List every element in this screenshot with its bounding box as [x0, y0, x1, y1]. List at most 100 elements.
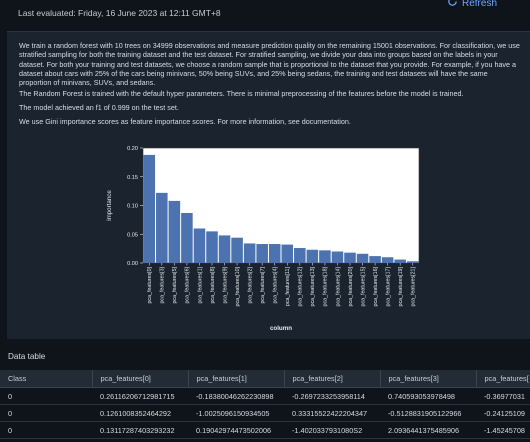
x-tick-label: pca_features[15]	[360, 266, 366, 306]
x-tick-label: pca_features[0]	[147, 266, 153, 303]
top-strip	[0, 0, 530, 4]
table-cell: -1.4020337931080S2	[284, 421, 380, 439]
bar	[168, 200, 181, 263]
bar	[406, 261, 419, 263]
bar	[394, 259, 406, 263]
bar	[331, 251, 344, 263]
x-tick-label: pca_features[11]	[285, 266, 291, 306]
table-cell: 0.1261008352464292	[92, 404, 188, 422]
table-cell: -1.45245708	[476, 421, 530, 439]
column-header[interactable]: pca_features[3]	[380, 370, 477, 388]
x-tick-label: pca_features[3]	[160, 266, 166, 303]
bar	[143, 154, 156, 263]
bar	[381, 257, 394, 263]
table-body: 0 0.26116206712981715 -0.18380046262230898…	[0, 387, 530, 442]
summary-paragraph-training: We train a random forest with 10 trees o…	[19, 41, 520, 88]
refresh-button[interactable]: Refresh	[447, 0, 530, 10]
y-tick-label: 0.15	[127, 175, 138, 181]
bar	[344, 252, 356, 263]
bar	[281, 244, 294, 263]
x-tick-label: pca_features[1]	[197, 266, 203, 303]
table-cell: 0	[0, 438, 92, 442]
table-header-row: Class pca_features[0] pca_features[1] pca_f…	[0, 370, 530, 388]
table-cell: 0.740593053978498	[380, 387, 476, 405]
x-tick-label: pca_features[7]	[260, 266, 266, 303]
data-table-title: Data table	[8, 352, 46, 361]
table-cell: 0.4644259209877398	[92, 438, 188, 442]
x-tick-label: pca_features[17]	[385, 266, 391, 306]
refresh-label: Refresh	[462, 0, 498, 9]
bar	[206, 231, 218, 263]
x-tick-label: pca_features[4]	[273, 266, 279, 303]
x-tick-label: pca_features[9]	[222, 266, 228, 303]
table-row: 0 0.26116206712981715 -0.18380046262230898…	[0, 387, 530, 405]
bar	[294, 248, 306, 263]
x-tick-label: pca_features[16]	[373, 266, 379, 306]
table-cell: 0	[0, 404, 92, 422]
bar	[181, 212, 193, 263]
data-table: Class pca_features[0] pca_features[1] pca_f…	[0, 370, 530, 442]
x-tick-label: pca_features[6]	[185, 266, 191, 303]
table-cell: 0	[0, 387, 92, 405]
table-row: 0 0.13117287403293232 0.19042974473502006-…	[0, 421, 530, 439]
table-cell: 0.82636914	[476, 438, 530, 442]
summary-paragraph-importance: We use Gini importance scores as feature…	[19, 117, 351, 126]
x-tick-label: pca_features[14]	[335, 266, 341, 306]
column-header[interactable]: pca_features[	[476, 370, 530, 388]
x-tick-label: pca_features[12]	[298, 266, 304, 306]
table-cell: 0.33315522422204347	[284, 404, 380, 422]
bar	[218, 235, 231, 263]
last-evaluated-text: Last evaluated: Friday, 16 June 2023 at …	[18, 8, 221, 18]
bar	[256, 244, 268, 263]
table-cell: -0.2973428059372	[284, 438, 380, 442]
table-cell: -0.24125109	[476, 404, 530, 422]
bar	[369, 256, 381, 263]
x-tick-label: pca_features[13]	[310, 266, 316, 306]
table-cell: -0.2697233253958114	[284, 387, 380, 405]
table-cell: 0.26116206712981715	[92, 387, 188, 405]
bar	[356, 253, 369, 263]
y-tick-label: 0.00	[127, 261, 138, 267]
summary-paragraph-f1: The model achieved an f1 of 0.999 on the…	[19, 103, 179, 112]
x-tick-label: pca_features[21]	[411, 266, 417, 306]
x-tick-label: pca_features[8]	[210, 266, 216, 303]
table-row: 00.4644259209877398-0.4632609137942454-0…	[0, 438, 530, 442]
table-cell: 0.19042974473502006	[188, 421, 284, 439]
y-tick-label: 0.20	[127, 146, 138, 152]
bar	[156, 192, 168, 263]
table-cell: 2.0936441375485906	[380, 421, 476, 439]
table-cell: -0.36977031	[476, 387, 530, 405]
column-header[interactable]: pca_features[2]	[284, 370, 381, 388]
column-header[interactable]: Class	[0, 370, 93, 388]
x-tick-label: pca_features[20]	[348, 266, 354, 306]
x-tick-label: pca_features[19]	[398, 266, 404, 306]
table-cell: 0	[0, 421, 92, 439]
bar	[243, 243, 256, 263]
y-tick-label: 0.10	[127, 204, 138, 210]
bar	[193, 228, 206, 263]
x-tick-label: pca_features[18]	[323, 266, 329, 306]
bar	[268, 244, 281, 263]
x-tick-label: pca_features[5]	[172, 266, 178, 303]
table-cell: -1.0025096150934505	[188, 404, 284, 422]
bar	[319, 250, 331, 263]
feature-importance-chart: 0.00 0.05 0.10 0.15 0.20 pca_features[0] pca_f…	[106, 146, 420, 332]
x-tick-label: pca_features[10]	[235, 266, 241, 306]
y-tick-label: 0.05	[127, 232, 138, 238]
model-quality-panel: We train a random forest with 10 trees o…	[7, 31, 530, 339]
column-header[interactable]: pca_features[0]	[92, 370, 189, 388]
table-cell: -0.5816830533293802	[380, 438, 476, 442]
x-axis-label: column	[270, 325, 292, 332]
y-axis-label: importance	[106, 190, 113, 221]
table-cell: -0.5128831905122966	[380, 404, 476, 422]
column-header[interactable]: pca_features[1]	[188, 370, 285, 388]
table-row: 0 0.1261008352464292 -1.0025096150934505 0.…	[0, 404, 530, 422]
bar	[306, 249, 319, 263]
table-cell: 0.13117287403293232	[92, 421, 188, 439]
table-cell: -0.18380046262230898	[188, 387, 284, 405]
x-tick-label: pca_features[2]	[247, 266, 253, 303]
summary-paragraph-hyperparams: The Random Forest is trained with the de…	[19, 89, 464, 98]
refresh-icon	[447, 0, 458, 10]
bar	[231, 237, 243, 263]
table-cell: -0.4632609137942454	[188, 438, 284, 442]
